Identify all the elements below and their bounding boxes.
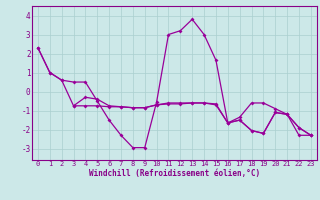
X-axis label: Windchill (Refroidissement éolien,°C): Windchill (Refroidissement éolien,°C) xyxy=(89,169,260,178)
